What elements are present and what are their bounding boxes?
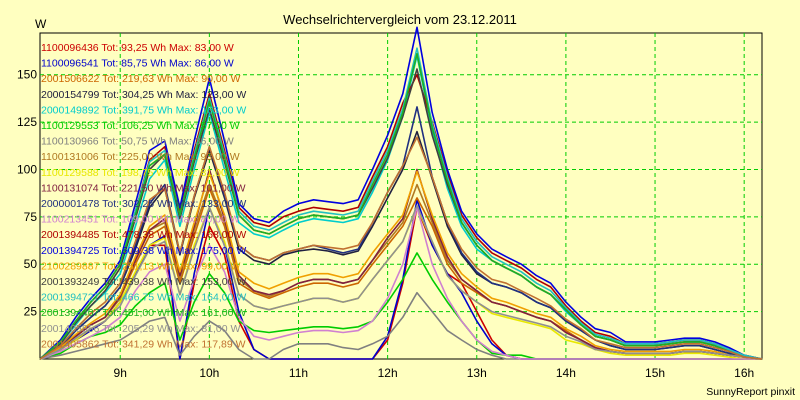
credit-text: SunnyReport pinxit bbox=[706, 386, 795, 398]
x-tick-label: 11h bbox=[289, 366, 308, 380]
legend-entry-1100131006: 1100131006 Tot: 225,00 Wh Max: 93,00 W bbox=[41, 151, 240, 163]
legend-entry-2001506622: 2001506622 Tot: 219,63 Wh Max: 90,00 W bbox=[41, 73, 241, 85]
legend-entry-1100129553: 1100129553 Tot: 106,25 Wh Max: 57,00 W bbox=[41, 120, 240, 132]
y-tick-label: 150 bbox=[17, 68, 37, 82]
legend-entry-1100096436: 1100096436 Tot: 93,25 Wh Max: 83,00 W bbox=[41, 42, 234, 54]
plot-area bbox=[39, 32, 763, 360]
x-tick-label: 15h bbox=[645, 366, 665, 380]
legend-entry-2001394727: 2001394727 Tot: 466,75 Wh Max: 164,00 W bbox=[41, 292, 246, 304]
series-line-2001394727 bbox=[39, 47, 763, 360]
y-tick-label: 50 bbox=[24, 257, 38, 271]
x-tick-label: 9h bbox=[114, 366, 127, 380]
y-tick-label: 25 bbox=[24, 305, 38, 319]
legend-entry-2001405856: 2001405856 Tot: 205,29 Wh Max: 81,00 W bbox=[41, 323, 241, 335]
x-tick-label: 10h bbox=[199, 366, 219, 380]
legend-entry-1100213451: 1100213451 Tot: 109,00 Wh Max: 80,00 W bbox=[41, 214, 240, 226]
x-tick-label: 12h bbox=[378, 366, 398, 380]
series-line-2001394407 bbox=[39, 52, 763, 360]
legend-entry-2001394485: 2001394485 Tot: 478,38 Wh Max: 168,00 W bbox=[41, 229, 246, 241]
legend-entry-2001405862: 2001405862 Tot: 341,29 Wh Max: 117,89 W bbox=[41, 338, 246, 350]
y-tick-label: 125 bbox=[17, 115, 37, 129]
series-line-1100213451 bbox=[39, 206, 762, 360]
legend-entry-1100129588: 1100129588 Tot: 198,75 Wh Max: 81,00 W bbox=[41, 167, 240, 179]
legend-entry-1100096541: 1100096541 Tot: 85,75 Wh Max: 86,00 W bbox=[41, 58, 234, 70]
legend-entry-1100130966: 1100130966 Tot: 50,75 Wh Max: 36,00 W bbox=[41, 136, 234, 148]
legend-entry-2000149892: 2000149892 Tot: 391,75 Wh Max: 163,00 W bbox=[41, 104, 246, 116]
legend-entry-1100131074: 1100131074 Tot: 221,50 Wh Max: 101,00 W bbox=[41, 182, 246, 194]
series-line-2001394725 bbox=[39, 26, 763, 360]
series-line-2100289887 bbox=[39, 170, 763, 360]
y-tick-label: 75 bbox=[24, 210, 38, 224]
x-tick-label: 16h bbox=[734, 366, 754, 380]
x-tick-label: 14h bbox=[556, 366, 576, 380]
series-line-2001405862 bbox=[39, 136, 763, 360]
y-tick-label: 100 bbox=[17, 162, 37, 176]
y-axis-label: W bbox=[35, 17, 47, 31]
chart-title: Wechselrichtervergleich vom 23.12.2011 bbox=[283, 12, 517, 27]
legend-entry-2001394407: 2001394407 Tot: 451,00 Wh Max: 161,00 W bbox=[41, 307, 246, 319]
x-tick-label: 13h bbox=[467, 366, 487, 380]
legend-entry-2001393249: 2001393249 Tot: 439,38 Wh Max: 153,00 W bbox=[41, 276, 246, 288]
legend-entry-2001394725: 2001394725 Tot: 509,38 Wh Max: 175,00 W bbox=[41, 245, 246, 257]
legend-entry-2000154799: 2000154799 Tot: 304,25 Wh Max: 123,00 W bbox=[41, 89, 246, 101]
legend-entry-2100289887: 2100289887 Tot: 251,13 Wh Max: 99,00 W bbox=[41, 260, 241, 272]
series-line-2001405856 bbox=[39, 204, 763, 360]
legend-entry-2000001478: 2000001478 Tot: 302,25 Wh Max: 133,00 W bbox=[41, 198, 246, 210]
